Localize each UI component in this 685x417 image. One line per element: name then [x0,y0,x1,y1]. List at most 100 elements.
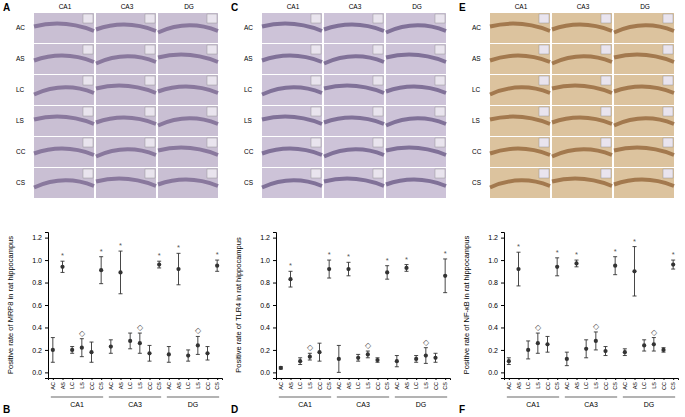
tick: LC [355,378,361,389]
annotation: ◇ [307,343,314,352]
data-point [109,344,113,348]
tick-mark [644,378,645,380]
micrograph [158,137,218,167]
inset [207,14,217,23]
data-point [157,262,161,266]
tick: 0.8 [32,279,48,286]
error-cap [308,360,312,361]
annotation: * [347,252,350,261]
tick: LS [651,378,657,389]
tick-mark [159,378,160,380]
tick-mark [140,378,141,380]
error-cap [186,349,190,350]
error-cap [633,246,637,247]
group-bracket [507,397,559,398]
inset [601,107,611,116]
tick-label: LC [69,382,75,389]
panel-label: F [459,404,465,415]
tick: CS [98,378,104,390]
error-cap [167,346,171,347]
tick-label: CS [326,382,332,390]
cell-layer [262,24,322,31]
error-cap [405,271,409,272]
cell-layer [552,25,612,31]
tick-mark [273,350,276,351]
column-label: DG [412,3,422,10]
row-label: LC [16,86,25,93]
micrograph [34,168,94,198]
cell-layer [490,24,550,31]
column-label: DG [184,3,194,10]
row-label: CC [16,148,26,155]
tick-mark [53,378,54,380]
data-point [356,356,360,360]
tick-label: 0.0 [488,369,498,376]
column-label: CA3 [577,3,590,10]
micrograph [614,106,674,136]
error-cap [138,333,142,334]
error-cap [99,283,103,284]
axis-line [49,379,223,381]
micrograph [96,75,156,105]
inset [311,76,321,85]
annotation: * [405,255,408,264]
data-point [215,264,219,268]
micrograph [386,75,446,105]
tick-label: AS [60,382,66,390]
tick-mark [548,378,549,380]
row-label: LS [244,117,253,124]
tick: AC [108,378,114,390]
annotation: * [177,243,180,252]
axis-title: Positive rate of MRP8 in rat hippocampus [6,236,15,374]
tick-mark [273,305,276,306]
tick-label: 0.2 [260,347,270,354]
tick-mark [606,378,607,380]
column-label: CA1 [287,3,300,10]
column-label: DG [640,3,650,10]
tick-label: 0.0 [260,369,270,376]
tick: 0.8 [260,279,276,286]
tick-mark [349,378,350,380]
error-cap [517,252,521,253]
micrograph [324,75,384,105]
cell-layer [552,149,612,156]
inset [311,169,321,178]
tick-mark [567,378,568,380]
annotation: * [614,247,617,256]
row-label: CS [244,179,254,186]
cell-layer [96,149,156,156]
error-cap [414,355,418,356]
tick-mark [378,378,379,380]
data-point [404,266,408,270]
annotation: * [633,237,636,246]
error-cap [584,339,588,340]
axis-line [273,233,277,379]
cell-layer [324,86,384,93]
group-label: CA3 [356,401,370,408]
tick: 1.2 [32,234,48,241]
inset [207,76,217,85]
micrograph [490,44,550,74]
annotation: * [575,250,578,259]
tick-mark [92,378,93,380]
error-cap [177,253,181,254]
data-point [366,352,370,356]
inset [663,76,673,85]
tick: LC [127,378,133,389]
tick-mark [111,378,112,380]
data-point [288,277,292,281]
x-axis: ACASLCLSCCCSACASLCLSCCCSACASLCLSCCCS [277,378,451,390]
error-cap [642,339,646,340]
error-cap [613,274,617,275]
annotation: * [289,261,292,270]
cell-layer [158,118,218,125]
inset [435,76,445,85]
error-cap [642,351,646,352]
inset [539,107,549,116]
tick-label: 1.2 [488,234,498,241]
tick: 0.8 [488,279,504,286]
cell-layer [262,56,322,62]
micrograph [262,137,322,167]
tick-mark [329,378,330,380]
tick: 1.0 [260,257,276,264]
